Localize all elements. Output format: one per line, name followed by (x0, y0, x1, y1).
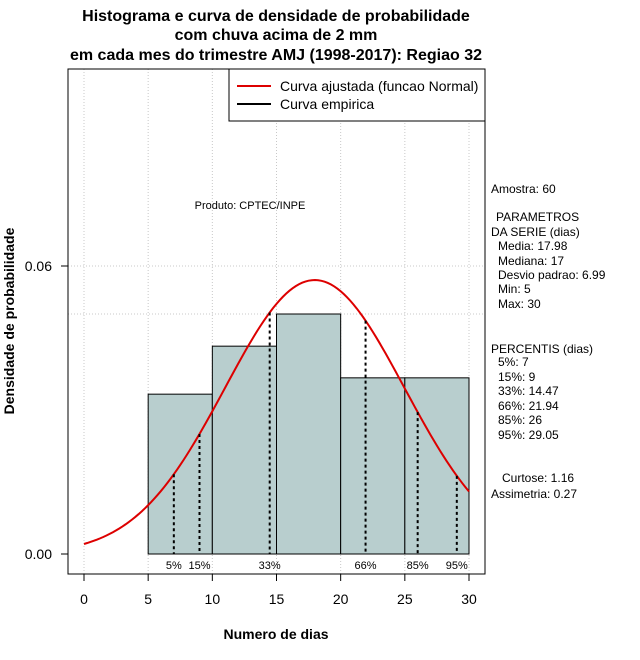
x-tick-label-15: 15 (269, 591, 285, 607)
stat-p66: 66%: 21.94 (498, 399, 559, 413)
histogram-bar-3 (276, 313, 342, 555)
stat-p33: 33%: 14.47 (498, 384, 559, 398)
x-axis-title: Numero de dias (223, 626, 328, 642)
stat-percentis-title: PERCENTIS (dias) (491, 342, 593, 356)
legend-box (228, 68, 486, 122)
x-tick-label-5: 5 (144, 591, 152, 607)
histogram-bar-2 (211, 345, 277, 555)
product-annotation: Produto: CPTEC/INPE (195, 200, 306, 212)
stats-panel: Amostra: 60 PARAMETROS DA SERIE (dias) M… (491, 182, 606, 501)
percentile-label-2: 15% (188, 560, 210, 572)
stat-assimetria: Assimetria: 0.27 (491, 487, 577, 501)
stat-mediana: Mediana: 17 (498, 254, 564, 268)
bars-layer (147, 313, 470, 555)
stat-param-title-1: PARAMETROS (496, 210, 579, 224)
legend-label-normal: Curva ajustada (funcao Normal) (280, 78, 478, 94)
stat-p95: 95%: 29.05 (498, 428, 559, 442)
stat-curtose: Curtose: 1.16 (502, 471, 574, 485)
stat-p5: 5%: 7 (498, 355, 529, 369)
percentile-label-3: 33% (259, 560, 281, 572)
stat-p15: 15%: 9 (498, 370, 536, 384)
y-axis-title: Densidade de probabilidade (1, 227, 17, 414)
chart-title-line-1: Histograma e curva de densidade de proba… (82, 8, 470, 25)
x-tick-label-0: 0 (80, 591, 88, 607)
x-axis: 0 5 10 15 20 25 30 (80, 573, 477, 607)
x-tick-label-20: 20 (333, 591, 349, 607)
normal-curve-line (83, 279, 470, 545)
stat-min: Min: 5 (498, 282, 531, 296)
percentile-label-4: 66% (355, 560, 377, 572)
stat-amostra: Amostra: 60 (491, 182, 556, 196)
x-tick-label-30: 30 (461, 591, 477, 607)
y-tick-label-1: 0.06 (25, 258, 52, 274)
legend: Curva ajustada (funcao Normal) Curva emp… (228, 68, 486, 122)
x-tick-label-25: 25 (397, 591, 413, 607)
stat-media: Media: 17.98 (498, 239, 568, 253)
x-tick-label-10: 10 (205, 591, 221, 607)
stat-desvio: Desvio padrao: 6.99 (498, 268, 606, 282)
histogram-bar-4 (340, 377, 406, 555)
percentile-label-6: 95% (446, 560, 468, 572)
percentile-layer: 5% 15% 33% 66% 85% 95% (166, 312, 468, 572)
chart-title-line-2: com chuva acima de 2 mm (175, 27, 378, 44)
chart-title-line-3: em cada mes do trimestre AMJ (1998-2017)… (70, 47, 482, 64)
stat-max: Max: 30 (498, 297, 541, 311)
percentile-label-1: 5% (166, 560, 182, 572)
curve-layer (83, 279, 470, 545)
y-tick-label-0: 0.00 (25, 546, 52, 562)
legend-label-empirical: Curva empirica (280, 96, 374, 112)
stat-p85: 85%: 26 (498, 413, 542, 427)
y-axis: 0.00 0.06 (25, 258, 69, 562)
stat-param-title-2: DA SERIE (dias) (491, 225, 580, 239)
percentile-label-5: 85% (407, 560, 429, 572)
histogram-bar-1 (147, 393, 213, 555)
